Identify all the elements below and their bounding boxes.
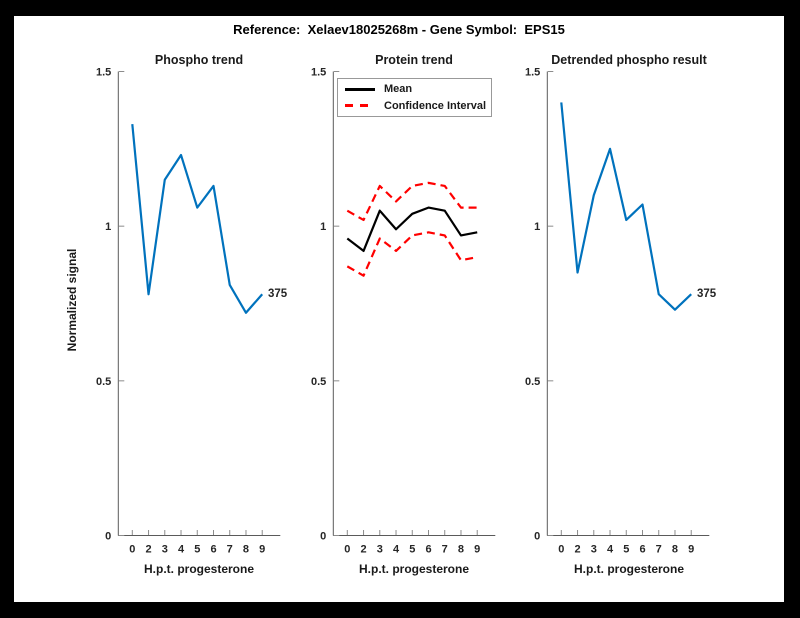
y-tick-label: 1 xyxy=(105,221,111,233)
y-tick-label: 0 xyxy=(105,531,111,543)
x-tick-label: 2 xyxy=(360,544,366,556)
x-tick-label: 6 xyxy=(425,544,431,556)
subplot3-title: Detrended phospho result xyxy=(551,53,707,67)
x-tick-label: 4 xyxy=(607,544,614,556)
x-tick-label: 5 xyxy=(194,544,200,556)
x-tick-label: 2 xyxy=(574,544,580,556)
legend-label-mean: Mean xyxy=(384,83,413,96)
series-line-confidence-interval-lower xyxy=(346,231,478,277)
x-tick-label: 9 xyxy=(688,544,694,556)
x-tick-label: 6 xyxy=(639,544,645,556)
matlab-figure: Reference: Xelaev18025268m - Gene Symbol… xyxy=(14,16,784,602)
subplot3-end-value-annotation: 375 xyxy=(697,288,717,300)
y-tick-label: 0.5 xyxy=(525,376,540,388)
confidence-interval-line-sample xyxy=(345,104,375,107)
x-tick-label: 0 xyxy=(344,544,350,556)
x-tick-label: 3 xyxy=(162,544,168,556)
x-tick-label: 4 xyxy=(178,544,185,556)
legend-label-confidence-interval: Confidence Interval xyxy=(384,99,487,112)
x-tick-label: 7 xyxy=(227,544,233,556)
series-line-phospho-signal xyxy=(131,123,264,314)
x-tick-label: 8 xyxy=(243,544,249,556)
y-tick-label: 1.5 xyxy=(525,67,540,79)
legend-entry-confidence-interval: Confidence Interval xyxy=(338,98,491,114)
subplot3-xlabel: H.p.t. progesterone xyxy=(573,562,685,576)
subplot2-title: Protein trend xyxy=(375,53,453,67)
legend-box: Mean Confidence Interval xyxy=(337,78,492,117)
series-line-mean xyxy=(346,206,478,253)
x-tick-label: 3 xyxy=(377,544,383,556)
y-tick-label: 1.5 xyxy=(96,67,111,79)
y-tick-label: 1.5 xyxy=(311,67,326,79)
y-tick-label: 0.5 xyxy=(96,376,111,388)
series-line-confidence-interval-upper xyxy=(346,181,478,222)
x-tick-label: 2 xyxy=(145,544,151,556)
x-tick-label: 3 xyxy=(591,544,597,556)
x-tick-label: 5 xyxy=(409,544,415,556)
y-axis-label: Normalized signal xyxy=(65,248,79,352)
subplot1-title: Phospho trend xyxy=(154,53,244,67)
plots-canvas: 00.511.50 2 3 4 5 6 7 8 900.511.50 2 3 4 5 6 7 8 900.511… xyxy=(96,67,710,556)
x-tick-label: 9 xyxy=(474,544,480,556)
x-tick-label: 7 xyxy=(656,544,662,556)
subplot2-xlabel: H.p.t. progesterone xyxy=(358,562,470,576)
x-tick-label: 7 xyxy=(442,544,448,556)
y-tick-label: 1 xyxy=(320,221,326,233)
series-line-detrended-phospho-signal xyxy=(560,102,692,311)
x-tick-label: 6 xyxy=(210,544,216,556)
figure-title: Reference: Xelaev18025268m - Gene Symbol… xyxy=(233,22,565,37)
x-tick-label: 0 xyxy=(129,544,135,556)
y-tick-label: 0.5 xyxy=(311,376,326,388)
x-tick-label: 8 xyxy=(458,544,464,556)
y-tick-label: 0 xyxy=(320,531,326,543)
x-tick-label: 8 xyxy=(672,544,678,556)
subplot1-xlabel: H.p.t. progesterone xyxy=(143,562,255,576)
legend-entry-mean: Mean xyxy=(338,81,491,97)
x-tick-label: 9 xyxy=(259,544,265,556)
x-tick-label: 4 xyxy=(393,544,400,556)
x-tick-label: 0 xyxy=(558,544,564,556)
y-tick-label: 0 xyxy=(534,531,540,543)
x-tick-label: 5 xyxy=(623,544,629,556)
subplot1-end-value-annotation: 375 xyxy=(268,288,288,300)
mean-line-sample xyxy=(345,88,375,91)
y-tick-label: 1 xyxy=(534,221,540,233)
